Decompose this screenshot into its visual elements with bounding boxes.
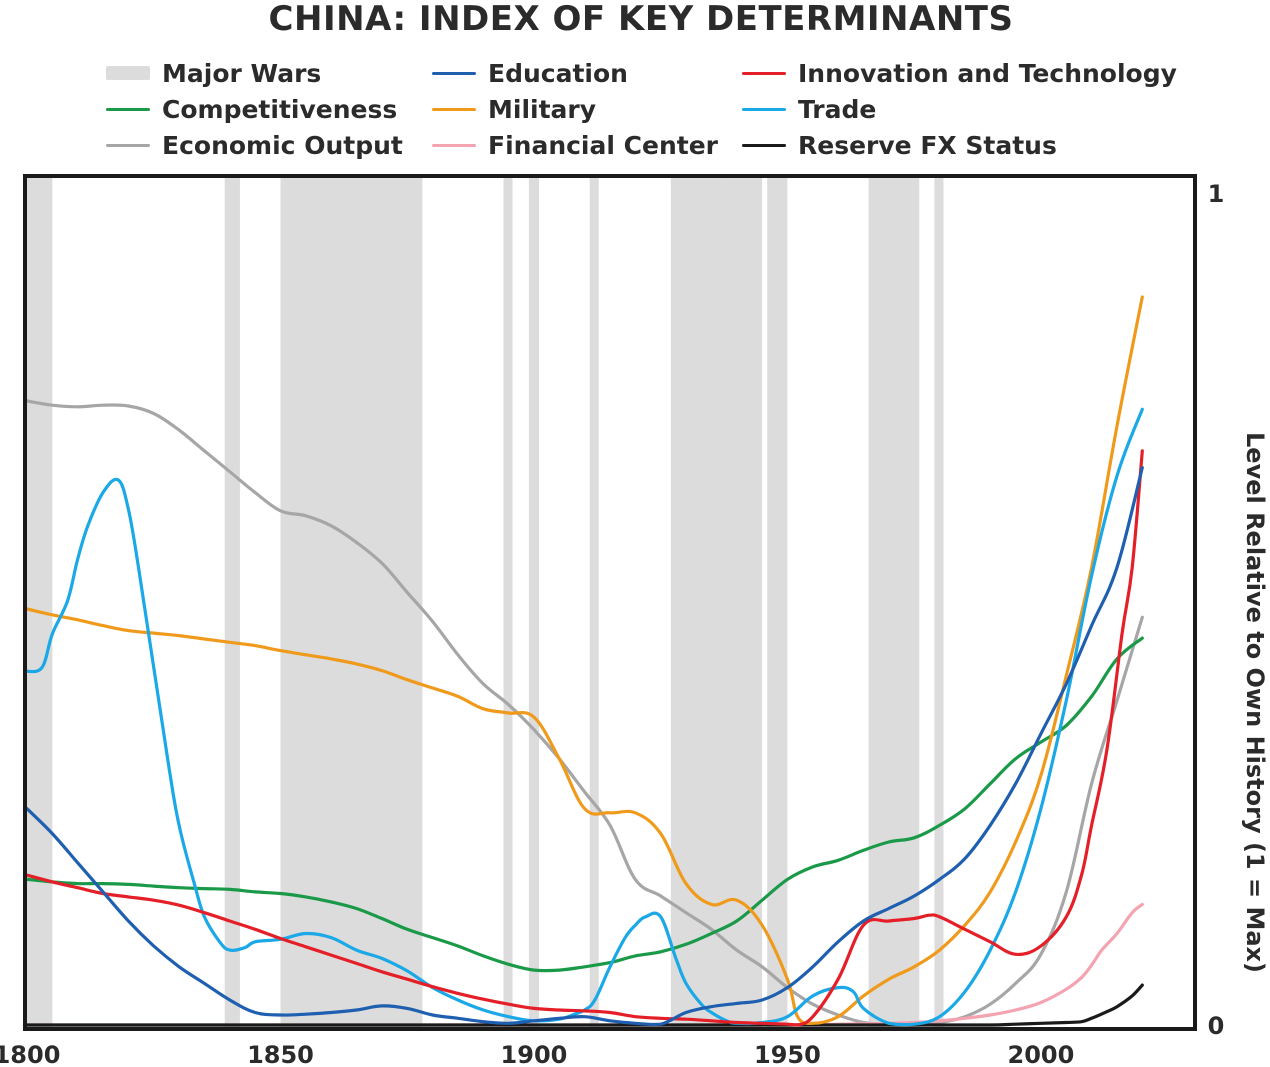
legend-label-major-wars: Major Wars xyxy=(162,58,322,88)
legend-swatch-military xyxy=(432,107,476,111)
legend-label-economic-output: Economic Output xyxy=(162,130,403,160)
legend-item-education: Education xyxy=(432,56,628,90)
legend-swatch-reserve-fx-status xyxy=(742,143,786,147)
war-bands xyxy=(27,178,944,1027)
legend-swatch-major-wars xyxy=(106,66,150,80)
legend-swatch-trade xyxy=(742,107,786,111)
legend-swatch-competitiveness xyxy=(106,107,150,111)
war-band-8 xyxy=(767,178,788,1027)
series-line-innovation-and-technology xyxy=(25,449,1144,1027)
plot-frame xyxy=(23,174,1197,1031)
war-band-6 xyxy=(670,178,722,1027)
x-tick-label-2000: 2000 xyxy=(1008,1041,1075,1067)
war-band-4 xyxy=(528,178,540,1027)
x-tick-label-1850: 1850 xyxy=(247,1041,314,1067)
legend: Major Wars Education Innovation and Tech… xyxy=(0,56,1270,166)
war-band-2 xyxy=(280,178,423,1027)
legend-item-innovation-technology: Innovation and Technology xyxy=(742,56,1177,90)
y-axis-label: Level Relative to Own History (1 = Max) xyxy=(1241,432,1269,973)
legend-label-education: Education xyxy=(488,58,628,88)
x-tick-label-1950: 1950 xyxy=(754,1041,821,1067)
war-band-9 xyxy=(868,178,920,1027)
legend-item-major-wars: Major Wars xyxy=(106,56,321,90)
y-tick-label-0: 0 xyxy=(1208,1012,1225,1040)
war-band-0 xyxy=(27,178,53,1027)
series-line-education xyxy=(25,466,1144,1027)
legend-item-military: Military xyxy=(432,92,596,126)
legend-item-reserve-fx-status: Reserve FX Status xyxy=(742,128,1057,162)
war-band-7 xyxy=(721,178,763,1027)
x-axis-ticks: 1800 1850 1900 1950 2000 xyxy=(0,1041,1074,1067)
legend-label-reserve-fx-status: Reserve FX Status xyxy=(798,130,1057,160)
series-line-financial-center xyxy=(25,902,1144,1027)
war-band-5 xyxy=(589,178,599,1027)
series-line-military xyxy=(25,295,1144,1025)
legend-item-competitiveness: Competitiveness xyxy=(106,92,397,126)
legend-swatch-financial-center xyxy=(432,143,476,147)
series-line-trade xyxy=(25,407,1144,1027)
series-line-reserve-fx-status xyxy=(25,983,1144,1027)
legend-label-military: Military xyxy=(488,94,597,124)
legend-item-financial-center: Financial Center xyxy=(432,128,718,162)
war-band-3 xyxy=(503,178,513,1027)
war-band-10 xyxy=(934,178,944,1027)
legend-label-trade: Trade xyxy=(798,94,877,124)
legend-label-financial-center: Financial Center xyxy=(488,130,718,160)
war-band-1 xyxy=(224,178,240,1027)
series-line-economic-output xyxy=(25,399,1144,1027)
x-tick-label-1800: 1800 xyxy=(0,1041,60,1067)
legend-item-trade: Trade xyxy=(742,92,876,126)
y-axis-ticks: 10 xyxy=(1208,180,1225,1040)
legend-swatch-education xyxy=(432,71,476,75)
legend-swatch-economic-output xyxy=(106,143,150,147)
legend-item-economic-output: Economic Output xyxy=(106,128,403,162)
x-tick-label-1900: 1900 xyxy=(501,1041,568,1067)
legend-swatch-innovation-technology xyxy=(742,71,786,75)
series-line-competitiveness xyxy=(25,636,1144,973)
legend-label-competitiveness: Competitiveness xyxy=(162,94,398,124)
y-tick-label-1: 1 xyxy=(1208,180,1225,208)
legend-label-innovation-technology: Innovation and Technology xyxy=(798,58,1177,88)
chart-title: CHINA: INDEX OF KEY DETERMINANTS xyxy=(268,0,1014,39)
series-lines xyxy=(25,295,1144,1027)
